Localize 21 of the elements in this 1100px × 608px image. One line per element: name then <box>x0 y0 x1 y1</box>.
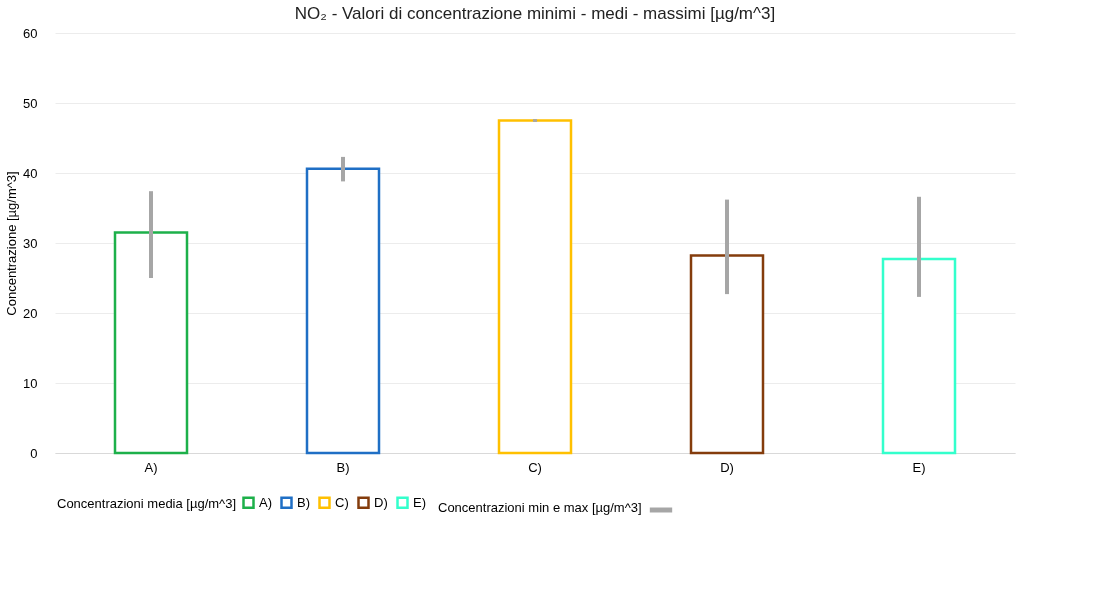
x-tick-label: D) <box>720 459 734 475</box>
y-tick-label: 60 <box>23 25 38 41</box>
y-tick-label: 10 <box>23 375 38 391</box>
y-tick-label: 50 <box>23 95 38 111</box>
x-tick-label: E) <box>912 459 926 475</box>
x-tick-label: B) <box>336 459 350 475</box>
y-tick-label: 0 <box>30 445 38 461</box>
chart-title: NO₂ - Valori di concentrazione minimi - medi - massimi [µg/m^3] <box>294 4 776 23</box>
legend-label: E) <box>413 494 426 510</box>
y-tick-label: 30 <box>23 235 38 251</box>
y-tick-label: 20 <box>23 305 38 321</box>
legend-label: D) <box>374 494 388 510</box>
legend-label: B) <box>297 494 310 510</box>
legend-label: C) <box>335 494 349 510</box>
legend-label: A) <box>259 494 272 510</box>
legend-title: Concentrazioni media [µg/m^3] <box>57 496 237 511</box>
text: Concentrazioni min e max [µg/m^3] <box>438 500 642 515</box>
x-tick-label: A) <box>144 459 158 475</box>
x-tick-label: C) <box>528 459 542 475</box>
y-tick-label: 40 <box>23 165 38 181</box>
y-axis-title: Concentrazione [µg/m^3] <box>4 171 20 316</box>
